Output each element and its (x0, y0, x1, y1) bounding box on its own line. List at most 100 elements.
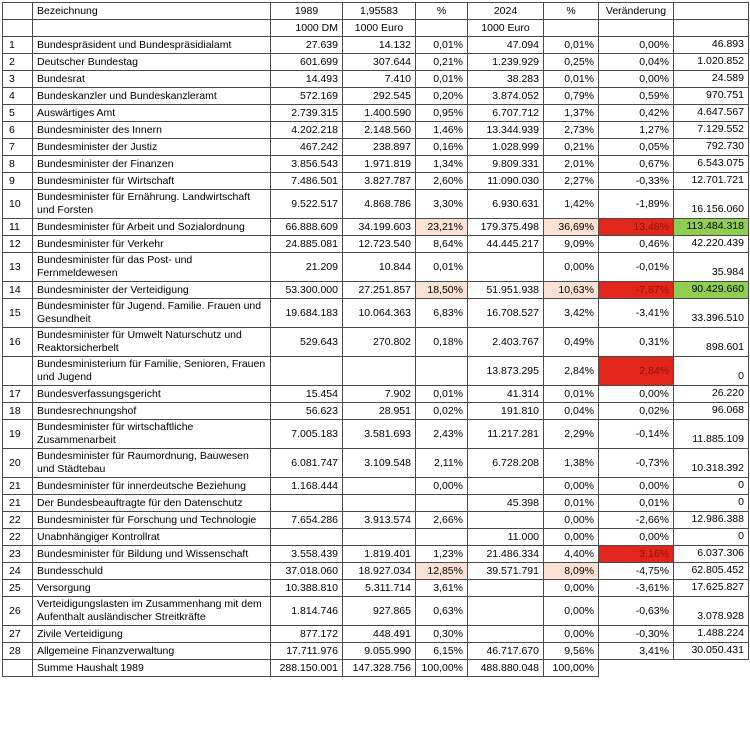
cell-p1: 12,85% (415, 562, 468, 580)
header-1989: 1989 (270, 2, 343, 20)
cell-name: Bundesrechnungshof (32, 402, 271, 420)
cell-p1: 0,63% (415, 596, 468, 626)
cell-diff: 62.805.452 (673, 562, 749, 580)
cell-e24 (467, 477, 544, 495)
cell-name: Der Bundesbeauftragte für den Datenschut… (32, 494, 271, 512)
unit-empty-pct1 (415, 19, 468, 37)
cell-p1: 0,21% (415, 53, 468, 71)
cell-p1: 0,30% (415, 625, 468, 643)
cell-p1: 0,95% (415, 104, 468, 122)
cell-p1: 0,16% (415, 138, 468, 156)
cell-eur: 5.311.714 (342, 579, 416, 597)
cell-diff: 11.885.109 (673, 419, 749, 449)
cell-p1: 0,18% (415, 327, 468, 357)
cell-chg: 0,01% (598, 494, 674, 512)
cell-name: Bundesschuld (32, 562, 271, 580)
cell-eur: 147.328.756 (342, 659, 416, 677)
cell-chg: 0,05% (598, 138, 674, 156)
cell-name: Bundesminister für Ernährung. Landwirtsc… (32, 189, 271, 219)
cell-p2: 0,00% (543, 625, 599, 643)
cell-p2: 0,00% (543, 579, 599, 597)
cell-name: Versorgung (32, 579, 271, 597)
cell-p1: 2,60% (415, 172, 468, 190)
cell-eur: 28.951 (342, 402, 416, 420)
cell-eur: 2.148.560 (342, 121, 416, 139)
cell-diff: 12.701.721 (673, 172, 749, 190)
cell-eur (342, 494, 416, 512)
header-num (2, 2, 33, 20)
cell-p1: 0,00% (415, 477, 468, 495)
cell-dm: 467.242 (270, 138, 343, 156)
cell-name: Deutscher Bundestag (32, 53, 271, 71)
cell-p1 (415, 494, 468, 512)
cell-chg: 0,02% (598, 402, 674, 420)
cell-e24: 13.873.295 (467, 356, 544, 386)
cell-p2: 0,00% (543, 528, 599, 546)
table-row: 17 Bundesverfassungsgericht 15.454 7.902 0,0… (2, 385, 749, 403)
table-body: 1 Bundespräsident und Bundespräsidialamt 2… (2, 36, 749, 677)
header-row-units: 1000 DM 1000 Euro 1000 Euro (2, 19, 749, 37)
cell-diff: 3.078.928 (673, 596, 749, 626)
cell-p1: 0,20% (415, 87, 468, 105)
cell-chg: 0,00% (598, 477, 674, 495)
cell-chg: 0,42% (598, 104, 674, 122)
cell-dm (270, 528, 343, 546)
cell-e24: 6.728.208 (467, 448, 544, 478)
cell-num: 17 (2, 385, 33, 403)
cell-p2: 10,63% (543, 281, 599, 299)
header-row-titles: Bezeichnung 1989 1,95583 % 2024 % Veränd… (2, 2, 749, 20)
cell-p1: 2,66% (415, 511, 468, 529)
table-row: 21 Bundesminister für innerdeutsche Bezie… (2, 477, 749, 495)
cell-dm: 7.005.183 (270, 419, 343, 449)
cell-p1: 3,61% (415, 579, 468, 597)
cell-p2: 2,27% (543, 172, 599, 190)
cell-diff: 33.396.510 (673, 298, 749, 328)
table-row: 28 Allgemeine Finanzverwaltung 17.711.976 9… (2, 642, 749, 660)
cell-p1: 1,46% (415, 121, 468, 139)
cell-e24: 41.314 (467, 385, 544, 403)
cell-num: 21 (2, 494, 33, 512)
cell-p1: 0,01% (415, 385, 468, 403)
cell-num: 20 (2, 448, 33, 478)
cell-e24: 11.090.030 (467, 172, 544, 190)
cell-eur: 27.251.857 (342, 281, 416, 299)
cell-p2: 0,49% (543, 327, 599, 357)
cell-p1: 8,64% (415, 235, 468, 253)
cell-chg: -0,01% (598, 252, 674, 282)
cell-e24: 11.000 (467, 528, 544, 546)
cell-p1 (415, 528, 468, 546)
cell-dm: 601.699 (270, 53, 343, 71)
cell-e24: 45.398 (467, 494, 544, 512)
cell-p2: 0,25% (543, 53, 599, 71)
cell-p1 (415, 356, 468, 386)
cell-chg: 0,00% (598, 528, 674, 546)
cell-e24 (467, 252, 544, 282)
cell-eur: 238.897 (342, 138, 416, 156)
cell-e24: 1.028.999 (467, 138, 544, 156)
cell-diff: 1.020.852 (673, 53, 749, 71)
cell-num: 16 (2, 327, 33, 357)
cell-dm: 7.486.501 (270, 172, 343, 190)
cell-dm: 1.168.444 (270, 477, 343, 495)
cell-p2: 1,42% (543, 189, 599, 219)
cell-dm: 9.522.517 (270, 189, 343, 219)
cell-eur: 292.545 (342, 87, 416, 105)
cell-eur: 7.902 (342, 385, 416, 403)
cell-p2: 4,40% (543, 545, 599, 563)
cell-dm: 19.684.183 (270, 298, 343, 328)
cell-e24 (467, 596, 544, 626)
cell-dm: 27.639 (270, 36, 343, 54)
cell-num: 19 (2, 419, 33, 449)
cell-diff: 0 (673, 356, 749, 386)
cell-e24 (467, 511, 544, 529)
cell-diff: 6.037.306 (673, 545, 749, 563)
cell-e24 (467, 625, 544, 643)
table-row: 9 Bundesminister für Wirtschaft 7.486.501 3… (2, 172, 749, 190)
table-row: 26 Verteidigungslasten im Zusammenhang mi… (2, 596, 749, 626)
table-row: 24 Bundesschuld 37.018.060 18.927.034 12,85%… (2, 562, 749, 580)
cell-name: Bundeskanzler und Bundeskanzleramt (32, 87, 271, 105)
cell-p2: 0,21% (543, 138, 599, 156)
cell-dm: 3.558.439 (270, 545, 343, 563)
table-row: 14 Bundesminister der Verteidigung 53.300.… (2, 281, 749, 299)
cell-name: Summe Haushalt 1989 (32, 659, 271, 677)
